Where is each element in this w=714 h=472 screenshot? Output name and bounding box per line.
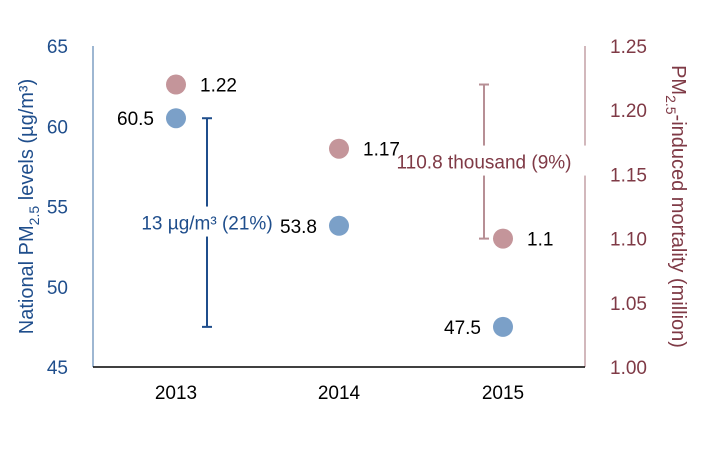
data-points [166,74,513,337]
data-point [329,138,349,159]
right-tick-label: 1.25 [610,37,647,58]
left-tick-label: 50 [47,278,68,299]
x-axis-ticks: 2013 2014 2015 [155,383,524,404]
range-label: 13 µg/m³ (21%) [141,214,272,235]
data-point [329,215,349,236]
x-tick-label: 2013 [155,383,197,404]
left-tick-label: 60 [47,117,68,138]
left-tick-label: 55 [47,198,68,219]
axes [92,46,586,368]
x-tick-label: 2014 [318,383,361,404]
x-tick-label: 2015 [482,383,524,404]
range-label-background [128,206,286,237]
annotations: 13 µg/m³ (21%) 110.8 thousand (9%) [128,83,586,328]
range-annotation: 110.8 thousand (9%) [382,83,586,240]
range-annotation: 13 µg/m³ (21%) [128,117,286,328]
right-tick-label: 1.20 [610,101,647,122]
left-tick-label: 65 [47,37,68,58]
right-tick-label: 1.00 [610,358,647,379]
data-label: 60.5 [117,109,154,130]
data-point [493,228,513,249]
data-point [166,74,186,95]
data-label: 1.1 [527,230,553,251]
data-point [493,316,513,337]
data-point [166,108,186,129]
left-axis-title: National PM2.5 levels (µg/m³) [16,79,42,335]
data-labels: 60.5 53.8 47.5 1.22 1.17 1.1 [117,76,553,339]
right-tick-label: 1.05 [610,294,647,315]
left-tick-label: 45 [47,358,68,379]
data-label: 1.22 [200,76,237,97]
right-axis-title: PM2.5-induced mortality (million) [663,65,689,348]
range-label-background [382,145,586,176]
data-label: 53.8 [280,217,317,238]
right-axis-ticks: 1.00 1.05 1.10 1.15 1.20 1.25 [610,37,647,379]
right-tick-label: 1.15 [610,165,647,186]
data-label: 47.5 [444,318,481,339]
right-tick-label: 1.10 [610,230,647,251]
range-label: 110.8 thousand (9%) [397,153,572,174]
left-axis-ticks: 45 50 55 60 65 [47,37,68,379]
data-label: 1.17 [363,140,400,161]
